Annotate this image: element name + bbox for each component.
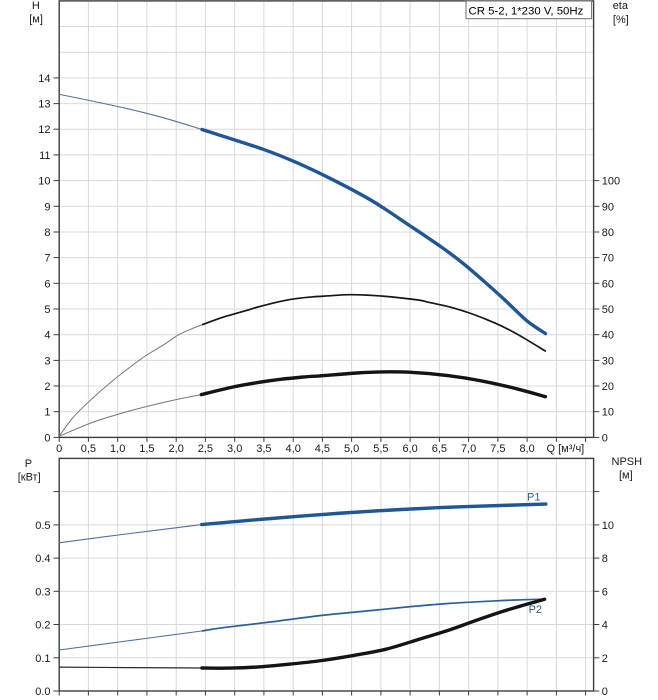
svg-text:1,5: 1,5	[139, 443, 154, 455]
svg-text:4,5: 4,5	[315, 443, 330, 455]
svg-text:4: 4	[602, 620, 608, 632]
svg-text:[м]: [м]	[29, 14, 43, 26]
svg-text:[м]: [м]	[619, 470, 633, 482]
svg-text:4: 4	[44, 330, 50, 342]
svg-text:6,0: 6,0	[402, 443, 417, 455]
svg-text:9: 9	[44, 201, 50, 213]
svg-text:7,0: 7,0	[461, 443, 476, 455]
svg-text:6,5: 6,5	[432, 443, 447, 455]
svg-text:8: 8	[602, 553, 608, 565]
svg-text:5,5: 5,5	[373, 443, 388, 455]
svg-text:7,5: 7,5	[490, 443, 505, 455]
svg-text:P: P	[25, 458, 32, 470]
svg-text:10: 10	[602, 407, 614, 419]
svg-text:0: 0	[44, 432, 50, 444]
svg-text:0.5: 0.5	[35, 520, 50, 532]
svg-text:0.3: 0.3	[35, 586, 50, 598]
svg-text:P2: P2	[529, 604, 542, 616]
svg-text:30: 30	[602, 355, 614, 367]
svg-text:2,5: 2,5	[198, 443, 213, 455]
svg-text:10: 10	[602, 520, 614, 532]
svg-text:[%]: [%]	[613, 14, 629, 26]
svg-text:100: 100	[602, 176, 620, 188]
svg-text:50: 50	[602, 304, 614, 316]
svg-text:5: 5	[44, 304, 50, 316]
svg-text:3: 3	[44, 355, 50, 367]
svg-text:2: 2	[44, 381, 50, 393]
svg-text:0: 0	[602, 432, 608, 444]
svg-text:8,0: 8,0	[519, 443, 534, 455]
svg-text:eta: eta	[613, 0, 629, 12]
svg-text:0.1: 0.1	[35, 653, 50, 665]
svg-text:1,0: 1,0	[110, 443, 125, 455]
svg-text:70: 70	[602, 253, 614, 265]
svg-text:13: 13	[38, 99, 50, 111]
svg-text:2: 2	[602, 653, 608, 665]
svg-text:Q [м³/ч]: Q [м³/ч]	[547, 443, 585, 455]
svg-text:90: 90	[602, 201, 614, 213]
svg-text:3,0: 3,0	[227, 443, 242, 455]
svg-text:80: 80	[602, 227, 614, 239]
svg-text:5,0: 5,0	[344, 443, 359, 455]
svg-text:20: 20	[602, 381, 614, 393]
svg-text:3,5: 3,5	[256, 443, 271, 455]
svg-text:60: 60	[602, 278, 614, 290]
svg-text:12: 12	[38, 124, 50, 136]
svg-text:[кВт]: [кВт]	[18, 472, 41, 484]
svg-text:0.4: 0.4	[35, 553, 50, 565]
svg-text:NPSH: NPSH	[612, 456, 643, 468]
svg-text:6: 6	[602, 586, 608, 598]
svg-text:CR 5-2, 1*230 V, 50Hz: CR 5-2, 1*230 V, 50Hz	[469, 5, 584, 17]
svg-text:H: H	[32, 0, 40, 12]
svg-text:40: 40	[602, 330, 614, 342]
svg-text:0.2: 0.2	[35, 620, 50, 632]
svg-text:1: 1	[44, 407, 50, 419]
svg-text:6: 6	[44, 278, 50, 290]
svg-text:7: 7	[44, 253, 50, 265]
svg-text:4,0: 4,0	[286, 443, 301, 455]
svg-text:2,0: 2,0	[169, 443, 184, 455]
svg-text:14: 14	[38, 73, 50, 85]
svg-text:P1: P1	[527, 492, 540, 504]
svg-text:0,5: 0,5	[81, 443, 96, 455]
svg-text:0: 0	[602, 686, 608, 698]
svg-text:11: 11	[39, 150, 50, 162]
svg-text:10: 10	[38, 176, 50, 188]
svg-text:8: 8	[44, 227, 50, 239]
svg-text:0.0: 0.0	[35, 686, 50, 698]
svg-text:0: 0	[56, 443, 62, 455]
